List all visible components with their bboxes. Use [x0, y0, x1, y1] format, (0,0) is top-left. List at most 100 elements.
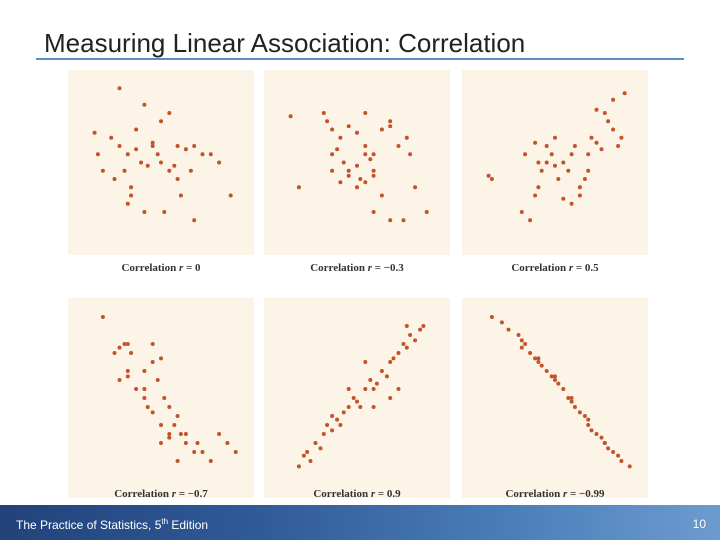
data-point	[384, 374, 389, 379]
data-point	[142, 369, 147, 373]
data-point	[533, 193, 538, 198]
data-point	[611, 127, 616, 132]
data-point	[142, 102, 147, 107]
data-point	[355, 163, 359, 168]
data-point	[561, 196, 566, 201]
data-point	[577, 410, 582, 415]
page-number: 10	[692, 517, 706, 531]
data-point	[335, 147, 340, 152]
data-point	[553, 378, 557, 382]
data-point	[305, 450, 310, 454]
data-point	[363, 111, 368, 115]
data-point	[544, 160, 549, 165]
data-point	[183, 432, 188, 436]
data-point	[109, 135, 114, 140]
data-point	[533, 356, 538, 361]
data-point	[175, 144, 180, 148]
data-point	[355, 399, 359, 404]
data-point	[544, 144, 549, 148]
data-point	[539, 363, 544, 368]
data-point	[208, 152, 213, 157]
data-point	[112, 351, 117, 355]
data-point	[602, 441, 607, 445]
data-point	[341, 410, 346, 415]
data-point	[418, 327, 423, 332]
data-point	[388, 124, 393, 129]
caption-prefix: Correlation	[310, 262, 368, 274]
data-point	[388, 396, 393, 400]
data-point	[622, 91, 627, 96]
data-point	[175, 177, 180, 181]
data-point	[363, 360, 368, 364]
data-point	[553, 135, 557, 140]
data-point	[586, 152, 591, 157]
caption-value: = 0.9	[375, 488, 401, 500]
data-point	[379, 127, 384, 132]
data-point	[335, 417, 340, 422]
data-point	[486, 173, 491, 178]
data-point	[396, 144, 401, 148]
data-point	[549, 152, 554, 157]
data-point	[606, 119, 611, 124]
data-point	[572, 405, 577, 409]
data-point	[308, 459, 313, 463]
data-point	[134, 127, 139, 132]
data-point	[528, 351, 533, 355]
data-point	[506, 327, 511, 332]
data-point	[296, 464, 301, 469]
data-point	[569, 399, 574, 404]
data-point	[167, 432, 172, 436]
panel-background	[462, 70, 648, 255]
data-point	[338, 135, 343, 140]
correlation-panels: Correlation r = 0 Correlation r = −0.3 Cor…	[68, 70, 648, 500]
data-point	[301, 453, 306, 458]
data-point	[100, 315, 105, 319]
data-point	[586, 168, 591, 173]
data-point	[577, 185, 582, 190]
data-point	[388, 218, 393, 223]
caption-prefix: Correlation	[114, 488, 172, 500]
data-point	[346, 387, 351, 391]
data-point	[159, 119, 163, 124]
data-point	[379, 369, 384, 373]
data-point	[346, 173, 351, 178]
data-point	[358, 405, 363, 409]
data-point	[586, 417, 591, 422]
data-point	[172, 163, 177, 168]
data-point	[401, 342, 406, 346]
caption-prefix: Correlation	[313, 488, 371, 500]
data-point	[330, 127, 335, 132]
data-point	[318, 446, 323, 451]
caption-value: = 0	[183, 262, 201, 274]
data-point	[489, 315, 494, 319]
data-point	[150, 342, 155, 346]
data-point	[129, 193, 134, 198]
scatter-panel: Correlation r = −0.7	[68, 298, 254, 500]
data-point	[217, 160, 222, 165]
data-point	[150, 144, 155, 148]
data-point	[142, 396, 147, 400]
caption-value: = −0.7	[176, 488, 208, 500]
data-point	[371, 405, 376, 409]
data-point	[627, 464, 632, 469]
data-point	[313, 441, 318, 445]
data-point	[368, 157, 373, 162]
data-point	[553, 163, 557, 168]
data-point	[162, 396, 167, 400]
data-point	[330, 168, 335, 173]
data-point	[404, 324, 409, 328]
correlation-figure: Correlation r = 0 Correlation r = −0.3 Cor…	[66, 68, 649, 506]
data-point	[178, 432, 183, 436]
data-point	[183, 147, 188, 152]
data-point	[523, 342, 528, 346]
data-point	[599, 147, 604, 152]
data-point	[200, 152, 205, 157]
data-point	[619, 459, 624, 463]
data-point	[616, 453, 621, 458]
data-point	[167, 405, 172, 409]
data-point	[519, 345, 524, 350]
footer-book-title: The Practice of Statistics, 5th Edition	[16, 517, 208, 532]
data-point	[404, 135, 409, 140]
scatter-panel: Correlation r = 0.5	[462, 70, 648, 274]
data-point	[192, 450, 197, 454]
